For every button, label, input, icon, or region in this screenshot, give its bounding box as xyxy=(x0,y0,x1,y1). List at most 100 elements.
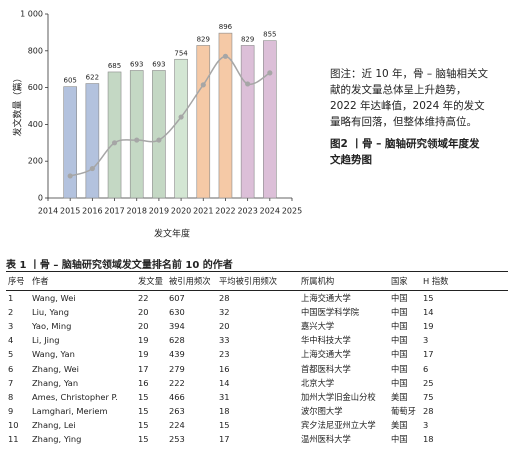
table-cell: 宾夕法尼亚州立大学 xyxy=(301,419,376,430)
x-tick-label: 2015 xyxy=(60,207,80,216)
table-cell: 17 xyxy=(138,363,149,374)
table-cell: 6 xyxy=(423,363,429,374)
trend-point xyxy=(200,82,206,88)
table-cell: 14 xyxy=(219,377,230,388)
table-cell: 2 xyxy=(8,307,14,318)
table-cell: 3 xyxy=(8,321,14,332)
table-cell: 中国 xyxy=(391,433,408,444)
x-tick-label: 2019 xyxy=(149,207,169,216)
table-cell: 18 xyxy=(219,405,230,416)
header-row: 序号 作者 发文量 被引用频次 平均被引用频次 所属机构 国家 H 指数 xyxy=(6,271,508,291)
table-cell: 628 xyxy=(169,335,185,346)
table-cell: 首都医科大学 xyxy=(301,363,351,374)
header-cell: 国家 xyxy=(389,271,421,291)
table-cell: 28 xyxy=(423,405,434,416)
table-cell: Liu, Yang xyxy=(32,307,69,318)
table-cell: Zhang, Ying xyxy=(32,433,82,444)
y-tick-label: 1 000 xyxy=(20,10,43,19)
table-cell: 32 xyxy=(219,307,230,318)
table-cell: 15 xyxy=(138,391,149,402)
table-cell: Wang, Wei xyxy=(32,293,76,304)
value-label: 829 xyxy=(241,35,254,43)
y-tick-label: 800 xyxy=(28,46,43,55)
table-cell: 19 xyxy=(138,335,149,346)
trend-point xyxy=(178,114,184,120)
x-tick-label: 2017 xyxy=(104,207,124,216)
table-cell: 279 xyxy=(169,363,185,374)
table-cell: 北京大学 xyxy=(301,377,335,388)
table-cell: 1 xyxy=(8,293,14,304)
value-label: 685 xyxy=(108,62,121,70)
table-cell: 6 xyxy=(8,363,14,374)
y-tick-label: 200 xyxy=(28,157,43,166)
table-row: 8 Ames, Christopher P. 15 466 31 加州大学旧金山分校 美国 7… xyxy=(6,390,508,404)
value-label: 754 xyxy=(174,49,188,57)
trend-point xyxy=(245,81,251,87)
x-tick-label: 2023 xyxy=(237,207,257,216)
table-row: 1 Wang, Wei 22 607 28 上海交通大学 中国 15 xyxy=(6,291,508,306)
table-cell: Zhang, Yan xyxy=(32,377,79,388)
table-row: 7 Zhang, Yan 16 222 14 北京大学 中国 25 xyxy=(6,376,508,390)
table-cell: Zhang, Lei xyxy=(32,419,76,430)
table-cell: 33 xyxy=(219,335,230,346)
bar xyxy=(263,40,277,199)
trend-point xyxy=(111,140,118,146)
table-title: 表 1 丨骨 – 脑轴研究领域发文量排名前 10 的作者 xyxy=(6,260,233,271)
table-row: 11 Zhang, Ying 15 253 17 温州医科大学 中国 18 xyxy=(6,432,508,446)
value-label: 622 xyxy=(86,74,99,82)
table-cell: 19 xyxy=(138,349,149,360)
x-tick-label: 2016 xyxy=(82,207,102,216)
table-cell: 28 xyxy=(219,293,230,304)
table-cell: Ames, Christopher P. xyxy=(32,391,118,402)
table-cell: 葡萄牙 xyxy=(391,405,416,416)
table-cell: 20 xyxy=(138,321,149,332)
table-cell: 18 xyxy=(423,433,434,444)
trend-point xyxy=(222,53,229,59)
table-cell: 7 xyxy=(8,377,14,388)
table-cell: 630 xyxy=(169,307,185,318)
table-cell: 263 xyxy=(169,405,185,416)
table-cell: 中国 xyxy=(391,321,408,332)
x-tick-label: 2022 xyxy=(215,207,235,216)
table-cell: 20 xyxy=(219,321,230,332)
table-cell: 14 xyxy=(423,307,434,318)
table-cell: 20 xyxy=(138,307,149,318)
value-label: 693 xyxy=(152,60,165,68)
table-cell: Lamghari, Meriem xyxy=(32,405,108,416)
header-cell: 发文量 xyxy=(136,271,167,291)
table-cell: Wang, Yan xyxy=(32,349,75,360)
trend-line xyxy=(69,55,271,177)
table-cell: 25 xyxy=(423,377,434,388)
table-cell: 11 xyxy=(8,433,19,444)
header-cell: 作者 xyxy=(30,271,136,291)
x-tick-label: 2018 xyxy=(127,207,147,216)
x-tick-label: 2021 xyxy=(193,207,213,216)
table-cell: 上海交通大学 xyxy=(301,293,351,304)
x-tick-label: 2025 xyxy=(282,207,302,216)
bar xyxy=(85,83,100,199)
table-cell: 224 xyxy=(169,419,185,430)
table-cell: Li, Jing xyxy=(32,335,60,346)
table-cell: 中国 xyxy=(391,363,408,374)
table-body: 1 Wang, Wei 22 607 28 上海交通大学 中国 15 2 Liu, Yang 20 6… xyxy=(6,291,508,447)
table-cell: 394 xyxy=(169,321,185,332)
figure-note: 图注：近 10 年，骨 – 脑轴相关文献的发文量总体呈上升趋势，2022 年达峰… xyxy=(330,68,488,128)
table-cell: 美国 xyxy=(391,391,408,402)
value-label: 829 xyxy=(197,35,210,43)
bar xyxy=(107,71,122,199)
value-label: 693 xyxy=(130,60,143,68)
trend-point xyxy=(89,165,95,172)
figure-title: 图2 丨骨 – 脑轴研究领域年度发文趋势图 xyxy=(330,138,480,166)
bar xyxy=(218,32,233,199)
header-cell: 平均被引用频次 xyxy=(217,271,299,291)
table-cell: 3 xyxy=(423,419,429,430)
table-cell: 19 xyxy=(423,321,434,332)
table-cell: 10 xyxy=(8,419,19,430)
table-cell: 美国 xyxy=(391,419,408,430)
table-cell: 中国医学科学院 xyxy=(301,307,360,318)
y-tick-label: 600 xyxy=(28,83,43,92)
header-cell: 序号 xyxy=(6,271,30,291)
table-cell: 16 xyxy=(138,377,149,388)
table-row: 5 Wang, Yan 19 439 23 上海交通大学 中国 17 xyxy=(6,347,508,361)
table-cell: 中国 xyxy=(391,293,408,304)
